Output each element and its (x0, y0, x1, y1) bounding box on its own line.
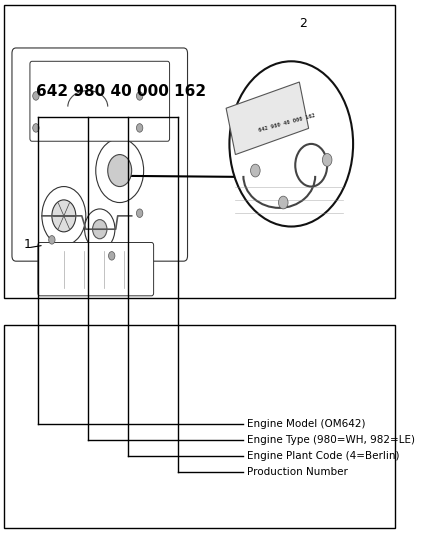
Text: Engine Plant Code (4=Berlin): Engine Plant Code (4=Berlin) (247, 451, 400, 461)
Circle shape (33, 124, 39, 132)
Circle shape (42, 187, 86, 245)
Circle shape (251, 164, 260, 177)
Circle shape (322, 154, 332, 166)
Text: Engine Model (OM642): Engine Model (OM642) (247, 419, 366, 429)
Text: 642 980 40 000 162: 642 980 40 000 162 (258, 112, 316, 133)
FancyBboxPatch shape (12, 48, 187, 261)
Circle shape (137, 209, 143, 217)
Text: Engine Type (980=WH, 982=LE): Engine Type (980=WH, 982=LE) (247, 435, 415, 445)
Bar (4, 325, 395, 528)
Bar (4, 5, 395, 298)
Circle shape (33, 92, 39, 100)
Circle shape (279, 196, 288, 209)
Circle shape (85, 209, 115, 249)
Circle shape (108, 155, 132, 187)
Circle shape (92, 220, 107, 239)
Text: Production Number: Production Number (247, 467, 348, 477)
FancyBboxPatch shape (30, 61, 170, 141)
Text: 642 980 40 000 162: 642 980 40 000 162 (36, 84, 206, 99)
Text: 1: 1 (24, 238, 32, 251)
Circle shape (137, 92, 143, 100)
FancyBboxPatch shape (38, 243, 154, 296)
Polygon shape (226, 82, 309, 155)
Circle shape (49, 236, 55, 244)
Circle shape (137, 124, 143, 132)
Circle shape (96, 139, 144, 203)
Circle shape (52, 200, 76, 232)
Text: 2: 2 (299, 17, 307, 30)
Circle shape (109, 252, 115, 260)
Circle shape (230, 61, 353, 227)
